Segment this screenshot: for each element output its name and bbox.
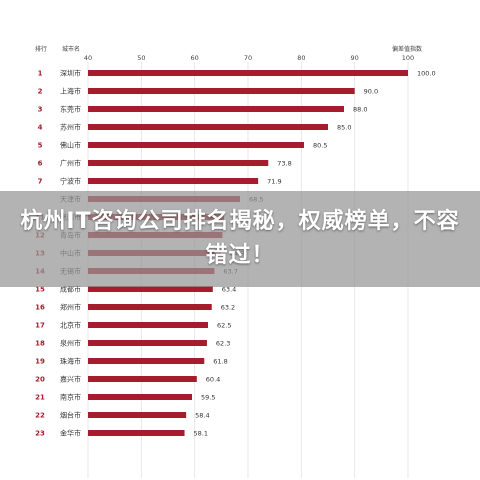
city-label: 佛山市 (60, 141, 81, 150)
bar (88, 160, 269, 166)
bar (88, 88, 355, 94)
rank-label: 6 (38, 160, 43, 168)
bar (88, 304, 212, 310)
city-label: 广州市 (60, 159, 81, 168)
rank-label: 1 (38, 70, 43, 78)
city-label: 郑州市 (60, 303, 81, 312)
rank-label: 21 (35, 394, 45, 402)
header-city: 城市名 (62, 45, 80, 53)
bar (88, 358, 205, 364)
value-label: 73.8 (277, 160, 291, 168)
bar (88, 70, 408, 76)
city-label: 烟台市 (60, 411, 81, 420)
value-label: 63.2 (221, 304, 235, 312)
bar (88, 430, 185, 436)
x-tick-label: 50 (137, 54, 145, 62)
bar (88, 412, 187, 418)
value-label: 88.0 (353, 106, 367, 114)
banner-title: 杭州IT咨询公司排名揭秘，权威榜单，不容错过！ (20, 209, 460, 268)
value-label: 100.0 (417, 70, 436, 78)
value-label: 90.0 (364, 88, 378, 96)
city-label: 金华市 (60, 429, 81, 438)
rank-label: 23 (35, 430, 45, 438)
bar (88, 376, 197, 382)
rank-label: 17 (35, 322, 45, 330)
rank-label: 18 (35, 340, 45, 348)
rank-label: 22 (35, 412, 45, 420)
value-label: 62.3 (216, 340, 230, 348)
bar (88, 322, 208, 328)
x-tick-label: 90 (351, 54, 359, 62)
x-tick-label: 100 (402, 54, 414, 62)
value-label: 60.4 (206, 376, 220, 384)
city-label: 宁波市 (60, 177, 81, 186)
value-label: 62.5 (217, 322, 231, 330)
bar (88, 178, 259, 184)
city-label: 东莞市 (60, 105, 81, 114)
city-label: 上海市 (60, 87, 81, 96)
rank-label: 16 (35, 304, 45, 312)
bar (88, 124, 328, 130)
rank-label: 3 (38, 106, 43, 114)
rank-label: 5 (38, 142, 43, 150)
x-tick-label: 40 (84, 54, 92, 62)
x-tick-label: 70 (244, 54, 252, 62)
city-label: 泉州市 (60, 339, 81, 348)
city-label: 北京市 (60, 321, 81, 330)
header-rank: 排行 (35, 45, 47, 53)
value-label: 71.9 (267, 178, 281, 186)
bar (88, 142, 304, 148)
rank-label: 15 (35, 286, 45, 294)
x-tick-label: 60 (191, 54, 199, 62)
rank-label: 2 (38, 88, 43, 96)
value-label: 58.1 (194, 430, 208, 438)
rank-label: 19 (35, 358, 45, 366)
value-label: 61.8 (213, 358, 227, 366)
rank-label: 20 (35, 376, 45, 384)
city-label: 苏州市 (60, 123, 81, 132)
x-tick-label: 80 (297, 54, 305, 62)
city-label: 成都市 (60, 285, 81, 294)
value-label: 85.0 (337, 124, 351, 132)
bar (88, 106, 344, 112)
rank-label: 7 (38, 178, 43, 186)
city-label: 南京市 (60, 393, 81, 402)
value-label: 63.4 (222, 286, 236, 294)
city-label: 深圳市 (60, 69, 81, 78)
bar (88, 340, 207, 346)
title-banner: 杭州IT咨询公司排名揭秘，权威榜单，不容错过！ (0, 191, 480, 287)
value-label: 59.5 (201, 394, 215, 402)
city-label: 嘉兴市 (60, 375, 81, 384)
bar (88, 394, 192, 400)
rank-label: 4 (38, 124, 43, 132)
value-label: 80.5 (313, 142, 327, 150)
bar (88, 286, 213, 292)
value-label: 58.4 (195, 412, 209, 420)
city-label: 珠海市 (60, 357, 81, 366)
header-value: 偏差值指数 (392, 45, 422, 53)
